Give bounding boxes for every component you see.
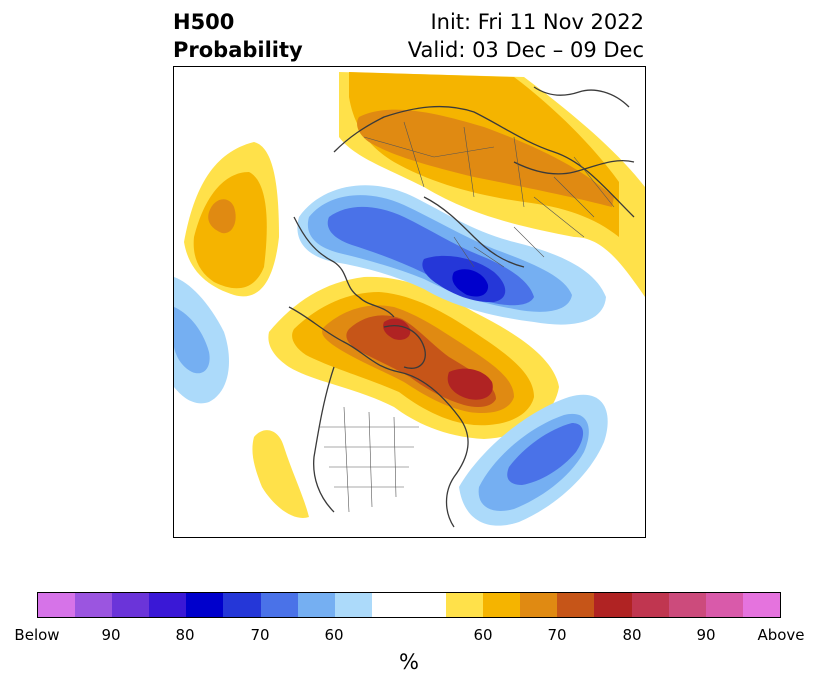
- anomaly-above-canada-peak-1: [383, 318, 411, 340]
- colorbar-swatch: [631, 593, 669, 617]
- colorbar-tick-label: 90: [696, 626, 716, 644]
- colorbar-swatch: [186, 593, 224, 617]
- below-normal-anomalies: [174, 185, 608, 526]
- colorbar-swatch: [446, 593, 484, 617]
- anomaly-above-east-pacific: [252, 430, 309, 518]
- probability-colorbar: [37, 592, 781, 618]
- colorbar-swatch: [371, 593, 409, 617]
- colorbar-tick-label: 80: [175, 626, 195, 644]
- political-borders: [319, 121, 615, 513]
- coastlines: [288, 86, 635, 528]
- above-normal-anomalies: [184, 72, 645, 518]
- colorbar-unit-label: %: [399, 650, 419, 674]
- colorbar-swatch: [705, 593, 743, 617]
- colorbar-tick-label: 60: [473, 626, 493, 644]
- anomaly-below-arctic-peak: [452, 269, 489, 297]
- anomaly-above-siberia-center: [357, 109, 614, 207]
- colorbar-tick-label: Above: [757, 626, 805, 644]
- colorbar-swatch: [668, 593, 706, 617]
- anomaly-below-atlantic-core: [507, 423, 584, 485]
- anomaly-below-west-pacific-core: [174, 307, 210, 374]
- colorbar-swatch: [594, 593, 632, 617]
- anomaly-above-nw-pacific-center: [208, 199, 236, 234]
- variable-title: H500: [173, 10, 235, 34]
- init-date: Init: Fri 11 Nov 2022: [430, 10, 644, 34]
- colorbar-swatch: [75, 593, 113, 617]
- colorbar-tick-label: 70: [547, 626, 567, 644]
- colorbar-tick-label: 70: [250, 626, 270, 644]
- chart-title-right: Init: Fri 11 Nov 2022 Valid: 03 Dec – 09…: [408, 8, 644, 64]
- colorbar-swatch: [149, 593, 187, 617]
- colorbar-tick-label: 80: [622, 626, 642, 644]
- colorbar-tick-label: 60: [324, 626, 344, 644]
- colorbar-tick-label: 90: [101, 626, 121, 644]
- colorbar-swatch: [38, 593, 76, 617]
- colorbar-swatch: [334, 593, 372, 617]
- colorbar-swatch: [260, 593, 298, 617]
- colorbar-swatch: [408, 593, 447, 617]
- product-title: Probability: [173, 38, 303, 62]
- map-canvas: [174, 72, 645, 528]
- colorbar-swatch: [112, 593, 150, 617]
- colorbar-swatch: [223, 593, 261, 617]
- colorbar-tick-label: Below: [14, 626, 60, 644]
- chart-title-left: H500 Probability: [173, 8, 303, 64]
- valid-range: Valid: 03 Dec – 09 Dec: [407, 38, 644, 62]
- colorbar-swatch: [520, 593, 558, 617]
- anomaly-above-canada-peak-2: [447, 368, 493, 400]
- probability-map: [173, 66, 646, 538]
- colorbar-swatch: [557, 593, 595, 617]
- colorbar-swatch: [297, 593, 335, 617]
- colorbar-swatch: [483, 593, 521, 617]
- colorbar-swatch: [742, 593, 780, 617]
